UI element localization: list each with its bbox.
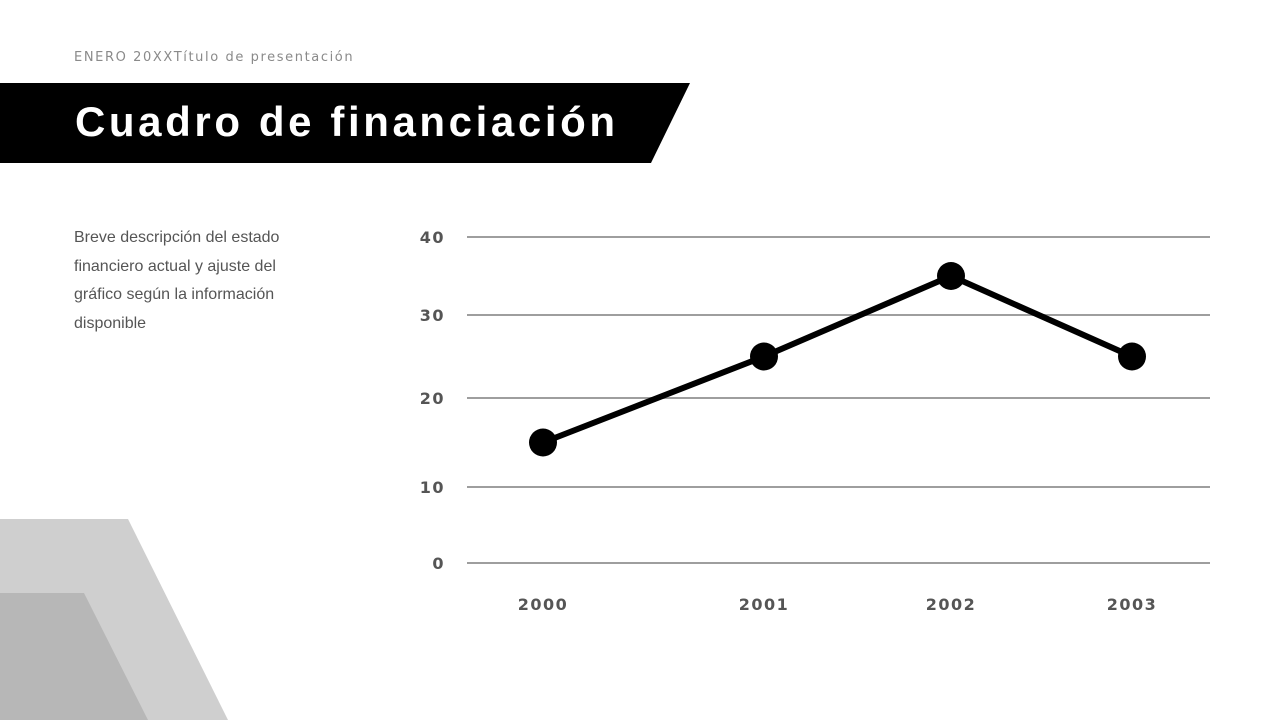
title-banner xyxy=(0,83,690,163)
data-point xyxy=(750,342,778,371)
series-line xyxy=(541,273,1134,446)
y-tick-label: 0 xyxy=(432,554,445,573)
kicker-title: Título de presentación xyxy=(173,50,355,65)
kicker-date: ENERO 20XX xyxy=(74,50,174,65)
y-tick-label: 20 xyxy=(420,389,445,408)
y-tick-label: 10 xyxy=(420,478,445,497)
data-point xyxy=(937,262,965,290)
y-tick-label: 30 xyxy=(420,306,445,325)
page-title: Cuadro de financiación xyxy=(75,98,619,145)
data-point xyxy=(529,428,557,457)
data-point xyxy=(1118,342,1146,371)
x-tick-label: 2001 xyxy=(739,595,790,614)
y-tick-label: 40 xyxy=(420,228,445,247)
x-tick-label: 2000 xyxy=(518,595,569,614)
x-tick-label: 2002 xyxy=(926,595,977,614)
deco-shape-dark xyxy=(0,593,148,720)
x-tick-label: 2003 xyxy=(1107,595,1158,614)
description-text: Breve descripción del estado financiero … xyxy=(74,229,280,332)
header-kicker: ENERO 20XXTítulo de presentación xyxy=(74,50,354,65)
